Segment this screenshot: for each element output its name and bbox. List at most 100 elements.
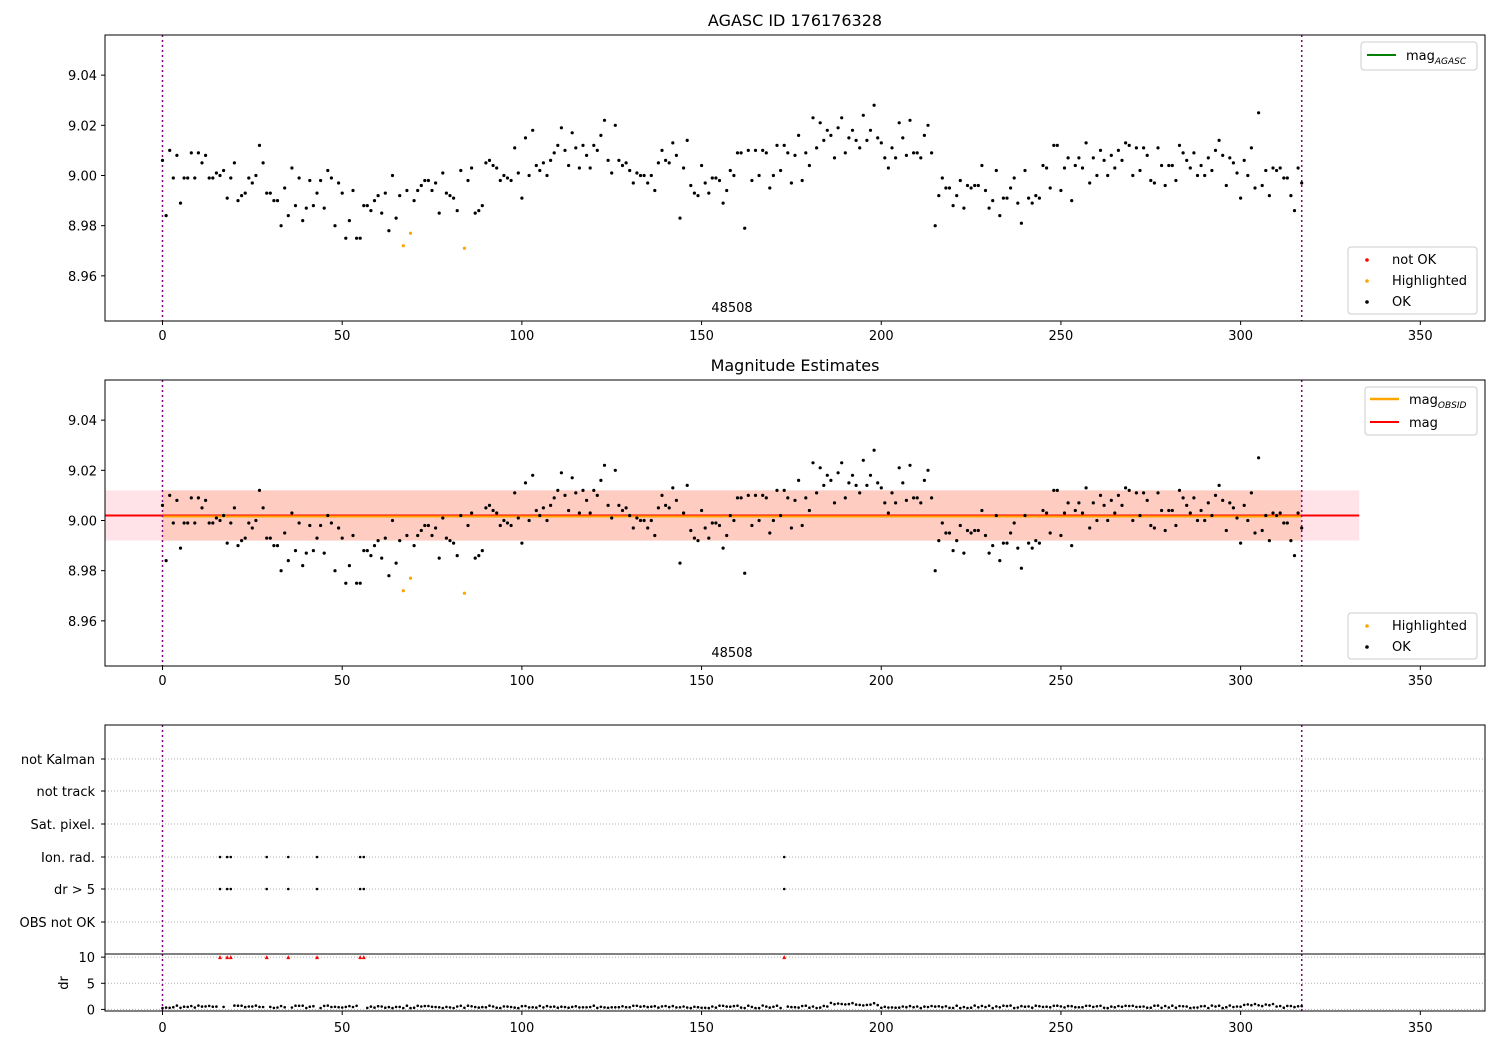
dr-point (707, 1006, 711, 1010)
ok-point (721, 546, 725, 550)
dr-point (211, 1005, 215, 1008)
dr-point (1142, 1005, 1145, 1008)
dr-point (387, 1005, 391, 1009)
dr-point (509, 1005, 513, 1009)
dr-point (844, 1003, 847, 1006)
ok-point (674, 153, 679, 157)
ok-point (757, 518, 761, 523)
ok-point (1167, 508, 1171, 513)
ok-point (779, 168, 783, 173)
ok-point (818, 466, 822, 470)
ok-point (534, 508, 538, 513)
dr-point (463, 1006, 466, 1010)
ok-point (994, 168, 998, 173)
flag-point (358, 855, 362, 859)
ok-point (1116, 493, 1120, 497)
ok-point (800, 523, 804, 528)
ok-point (207, 176, 211, 180)
ok-point (355, 581, 359, 585)
ok-point (714, 521, 718, 525)
ok-point (764, 496, 768, 500)
dr-point (1135, 1005, 1138, 1009)
ok-point (531, 128, 535, 132)
ok-point (333, 224, 337, 228)
flag-point (265, 887, 269, 891)
dr-point (1020, 1004, 1023, 1008)
y-tick-label: 9.02 (68, 464, 97, 479)
ok-point (186, 176, 190, 180)
ok-point (509, 523, 513, 528)
dr-point (897, 1006, 901, 1009)
ok-point (998, 214, 1002, 218)
dr-capped-marker (361, 955, 366, 960)
ok-point (1181, 151, 1185, 155)
ok-point (577, 166, 582, 170)
ok-point (355, 236, 359, 240)
ok-point (470, 166, 474, 170)
ok-point (171, 521, 175, 525)
ok-point (771, 173, 776, 178)
ok-point (750, 523, 754, 528)
dr-point (725, 1005, 728, 1008)
dr-point (1235, 1005, 1239, 1008)
flag-point (362, 887, 366, 891)
dr-point (276, 1006, 279, 1009)
ok-point (1217, 483, 1221, 487)
ok-point (922, 133, 927, 137)
dr-point (1117, 1004, 1120, 1008)
ok-point (725, 533, 729, 538)
ok-point (1285, 176, 1289, 180)
dr-point (384, 1006, 387, 1009)
ok-point (498, 178, 502, 183)
ok-point (186, 521, 190, 525)
ok-point (717, 178, 722, 183)
dr-point (466, 1004, 470, 1007)
legend-marker-notok (1365, 258, 1369, 262)
ok-point (1275, 168, 1279, 173)
dr-point (948, 1006, 951, 1010)
ok-point (825, 473, 829, 477)
ok-point (1091, 501, 1095, 505)
flag-point (358, 887, 362, 891)
ok-point (1001, 541, 1006, 545)
dr-point (951, 1006, 955, 1010)
ok-point (797, 478, 801, 482)
ok-point (1019, 566, 1024, 570)
dr-point (883, 1005, 887, 1009)
dr-point (919, 1006, 923, 1010)
ok-point (815, 491, 819, 495)
ok-point (689, 183, 693, 188)
ok-point (854, 483, 858, 487)
ok-point (915, 151, 919, 155)
dr-point (549, 1005, 552, 1009)
ok-point (175, 498, 179, 502)
ok-point (613, 468, 617, 472)
ok-point (225, 541, 229, 545)
ok-point (491, 508, 495, 513)
ok-point (444, 191, 448, 195)
ok-point (434, 181, 438, 185)
ok-point (628, 168, 632, 173)
ok-point (545, 173, 549, 178)
ok-point (326, 513, 330, 518)
dr-point (258, 1005, 261, 1009)
dr-panel: 0 5 10 dr 0 50 100 150 200 250 300 350 (57, 951, 1486, 1036)
ok-point (1116, 148, 1120, 152)
ok-point (340, 191, 344, 195)
ok-point (1059, 533, 1063, 538)
dr-point (1056, 1004, 1059, 1007)
ok-point (721, 201, 725, 205)
y-tick-label: 8.98 (68, 220, 97, 235)
dr-point (502, 1005, 506, 1008)
y-tick-label: 8.98 (68, 565, 97, 580)
middle-x-axis: 0 50 100 150 200 250 300 350 (158, 666, 1433, 689)
ok-point (319, 178, 323, 183)
flag-point (229, 855, 233, 859)
ok-point (602, 118, 607, 122)
ok-point (868, 473, 873, 477)
dr-point (1131, 1004, 1135, 1008)
ok-point (912, 496, 916, 500)
dr-point (520, 1004, 524, 1008)
ok-point (1199, 163, 1203, 168)
dr-point (1271, 1002, 1275, 1006)
